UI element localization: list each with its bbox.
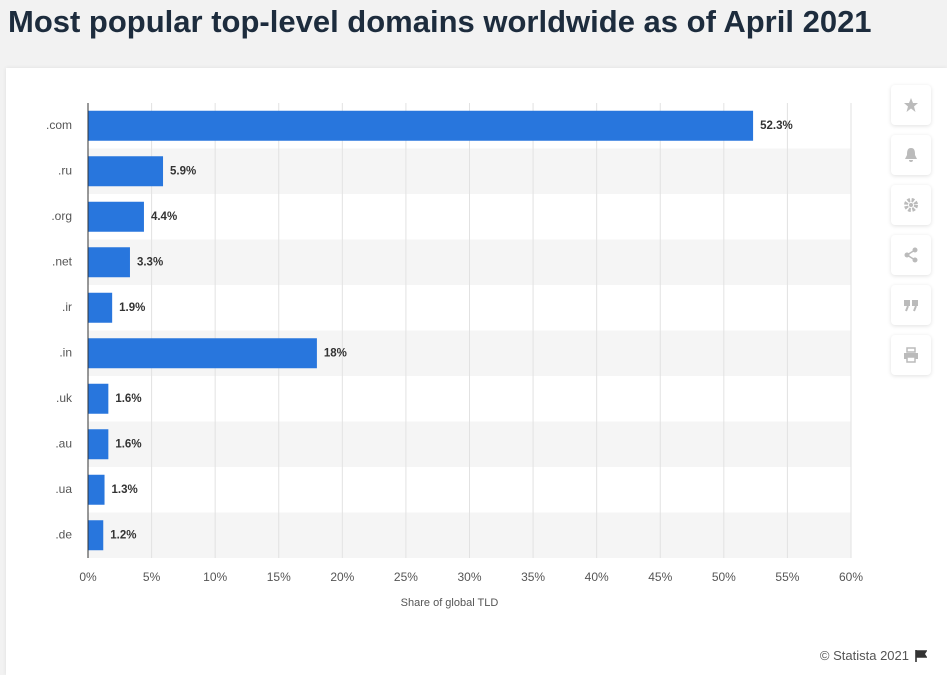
x-tick-label: 10%	[203, 570, 227, 584]
value-label: 1.2%	[110, 529, 136, 541]
bar	[88, 383, 109, 414]
bar	[88, 247, 130, 278]
bar	[88, 292, 113, 323]
x-tick-label: 5%	[143, 570, 161, 584]
quote-icon	[904, 300, 918, 312]
chart: 0% 5% 10% 15% 20% 25% 30% 35% 40% 45% 50% 55% 60% Sha…	[46, 103, 863, 609]
favorite-button[interactable]	[891, 85, 931, 125]
bar	[88, 110, 754, 141]
value-label: 52.3%	[760, 120, 793, 132]
print-button[interactable]	[891, 335, 931, 375]
bar	[88, 156, 164, 187]
page-title: Most popular top-level domains worldwide…	[8, 4, 872, 39]
x-tick-label: 45%	[648, 570, 672, 584]
cite-button[interactable]	[891, 285, 931, 325]
y-tick-label: .ua	[55, 482, 72, 496]
share-icon	[904, 247, 918, 263]
gear-icon	[904, 198, 918, 212]
star-icon	[904, 98, 918, 112]
x-tick-label: 50%	[712, 570, 736, 584]
y-tick-label: .ru	[58, 163, 72, 177]
x-tick-label: 60%	[839, 570, 863, 584]
x-tick-label: 20%	[330, 570, 354, 584]
x-tick-label: 0%	[79, 570, 97, 584]
value-label: 1.6%	[115, 393, 141, 405]
y-tick-label: .net	[52, 254, 73, 268]
print-icon	[904, 347, 918, 363]
y-tick-label: .uk	[56, 391, 73, 405]
y-tick-label: .de	[55, 527, 72, 541]
bell-icon	[905, 148, 917, 162]
value-label: 1.9%	[119, 302, 145, 314]
footer: © Statista 2021	[820, 648, 927, 663]
bar	[88, 429, 109, 460]
value-label: 3.3%	[137, 256, 163, 268]
y-tick-label: .com	[46, 118, 72, 132]
bar	[88, 201, 144, 232]
x-tick-label: 15%	[267, 570, 291, 584]
x-tick-label: 40%	[585, 570, 609, 584]
x-axis-label: Share of global TLD	[401, 597, 499, 609]
y-tick-label: .au	[55, 436, 72, 450]
y-tick-label: .in	[59, 345, 72, 359]
bar	[88, 474, 105, 505]
value-label: 4.4%	[151, 211, 177, 223]
share-button[interactable]	[891, 235, 931, 275]
copyright: © Statista 2021	[819, 648, 909, 663]
value-label: 1.6%	[115, 438, 141, 450]
value-label: 5.9%	[170, 165, 196, 177]
y-tick-label: .ir	[62, 300, 72, 314]
y-tick-label: .org	[51, 209, 72, 223]
bar	[88, 338, 317, 369]
x-tick-label: 55%	[775, 570, 799, 584]
x-tick-label: 30%	[457, 570, 481, 584]
value-label: 18%	[324, 347, 347, 359]
settings-button[interactable]	[891, 185, 931, 225]
value-label: 1.3%	[112, 484, 138, 496]
flag-icon	[915, 649, 927, 662]
x-tick-label: 25%	[394, 570, 418, 584]
notification-button[interactable]	[891, 135, 931, 175]
chart-card: 0% 5% 10% 15% 20% 25% 30% 35% 40% 45% 50% 55% 60% Sha…	[6, 68, 947, 675]
bar	[88, 520, 104, 551]
x-tick-label: 35%	[521, 570, 545, 584]
